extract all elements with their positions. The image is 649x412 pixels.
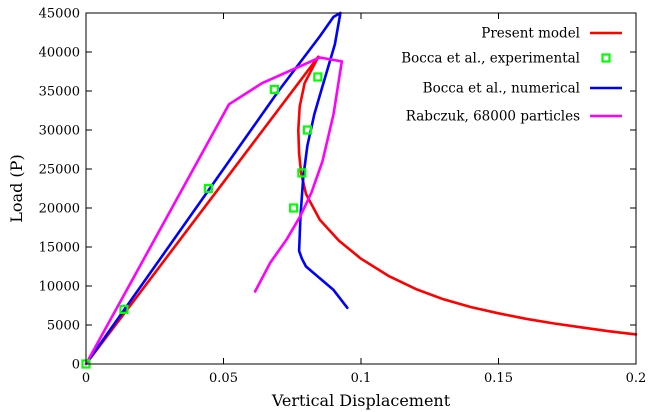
x-tick-label: 0 xyxy=(82,371,90,386)
x-tick-label: 0.15 xyxy=(484,371,513,386)
y-tick-label: 0 xyxy=(72,358,80,373)
y-axis-label: Load (P) xyxy=(7,154,26,222)
y-tick-label: 10000 xyxy=(39,280,80,295)
data-point-bocca-et-al-experimental xyxy=(119,304,129,314)
y-tick-label: 30000 xyxy=(39,124,80,139)
data-point-bocca-et-al-experimental xyxy=(313,72,323,82)
data-point-bocca-et-al-experimental xyxy=(302,125,312,135)
y-tick-label: 15000 xyxy=(39,241,80,256)
series-layer xyxy=(81,11,638,369)
ticks-layer: 0 0.05 0.1 0.15 0.2 0 5000 10000 15000 20000 25000… xyxy=(39,7,647,387)
data-point-bocca-et-al-experimental xyxy=(297,168,307,178)
series-line-present-model xyxy=(84,55,638,366)
x-tick-label: 0.1 xyxy=(351,371,372,386)
data-point-bocca-et-al-experimental xyxy=(269,84,279,95)
y-tick-label: 45000 xyxy=(39,7,80,22)
legend-label-bocca-et-al-experimental: Bocca et al., experimental xyxy=(401,51,580,67)
y-tick-label: 25000 xyxy=(39,163,80,178)
x-tick-label: 0.2 xyxy=(626,371,647,386)
legend: Present model Bocca et al., experimental B… xyxy=(401,26,622,125)
y-tick-label: 40000 xyxy=(39,46,80,61)
x-axis-label: Vertical Displacement xyxy=(271,391,451,410)
data-point-bocca-et-al-experimental xyxy=(203,183,213,194)
data-point-bocca-et-al-experimental xyxy=(289,203,299,213)
y-tick-label: 20000 xyxy=(39,202,80,217)
series-line-rabczuk-68000-particles xyxy=(84,56,344,366)
legend-label-present-model: Present model xyxy=(481,26,580,42)
legend-label-rabczuk-68000-particles: Rabczuk, 68000 particles xyxy=(406,109,580,125)
legend-label-bocca-et-al-numerical: Bocca et al., numerical xyxy=(423,81,580,97)
legend-swatch-bocca-et-al-experimental xyxy=(601,53,611,63)
y-tick-label: 35000 xyxy=(39,85,80,100)
y-tick-label: 5000 xyxy=(47,319,80,334)
x-tick-label: 0.05 xyxy=(209,371,238,386)
